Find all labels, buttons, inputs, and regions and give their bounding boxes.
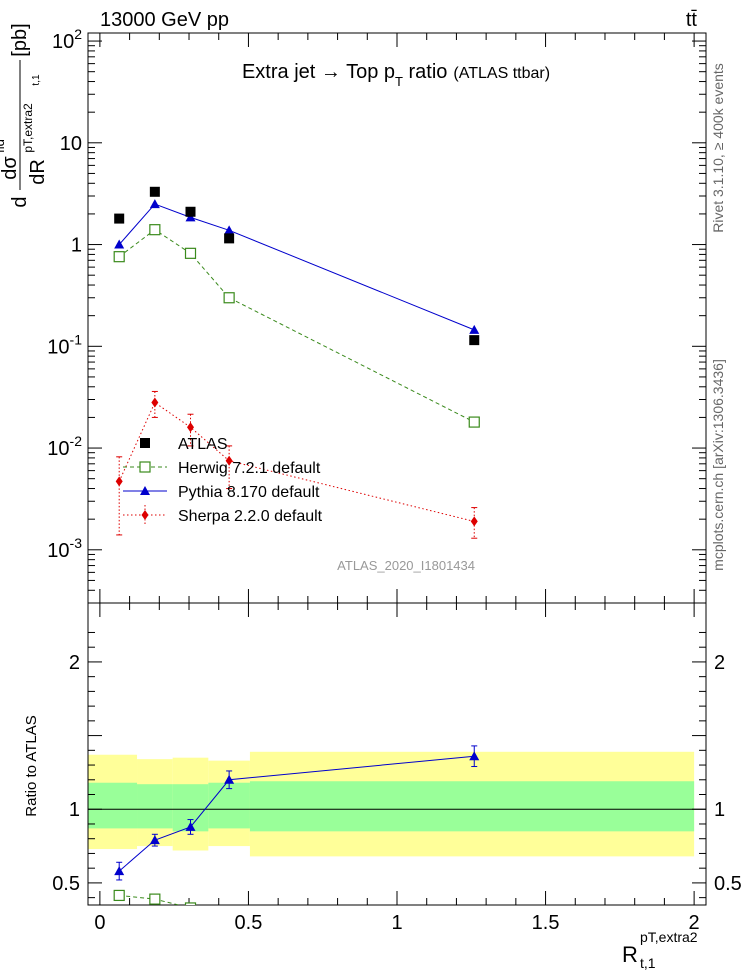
svg-text:dR: dR — [27, 159, 49, 185]
pythia-line — [118, 203, 475, 331]
ratio-xtick-label: 0.5 — [235, 912, 263, 934]
svg-text:dσ: dσ — [0, 156, 21, 180]
analysis-id: ATLAS_2020_I1801434 — [337, 558, 475, 573]
sherpa-point — [115, 476, 123, 487]
sherpa-legend-marker — [141, 510, 149, 520]
herwig-legend-marker — [139, 461, 151, 473]
sherpa-point — [470, 516, 478, 527]
atlas-point — [469, 335, 480, 346]
herwig-point — [149, 224, 161, 236]
main-ylabel: d dσ fid dR pT,extra2 t,1 [pb] — [0, 23, 49, 207]
ratio-xtick-label: 1.5 — [532, 912, 560, 934]
pythia-point — [185, 212, 196, 222]
herwig-point — [468, 416, 480, 428]
main-ytick-label: 10 — [60, 133, 82, 155]
atlas-point — [224, 233, 235, 244]
ratio-ytick-label-right: 1 — [714, 799, 725, 821]
herwig-point — [113, 251, 125, 263]
pythia-point — [149, 199, 160, 209]
ratio-ytick-label-right: 2 — [714, 652, 725, 674]
herwig-line — [118, 229, 475, 423]
pythia-point — [469, 324, 480, 334]
process-label: tt̄ — [686, 9, 698, 31]
pythia-legend-label: Pythia 8.170 default — [178, 484, 320, 501]
main-ytick-label: 10-2 — [47, 433, 82, 460]
svg-text:fid: fid — [0, 139, 7, 153]
ratio-ytick-label: 1 — [69, 799, 80, 821]
main-ytick-label: 10-1 — [47, 331, 82, 358]
main-ytick-label: 1 — [71, 235, 82, 257]
sherpa-line — [118, 401, 475, 522]
svg-text:Extra jet → Top pT ratio(ATLAS: Extra jet → Top pT ratio (ATLAS ttbar) — [242, 61, 550, 89]
herwig-ratio-point — [113, 889, 125, 902]
atlas-point — [114, 213, 125, 224]
svg-text:pT,extra2: pT,extra2 — [21, 103, 35, 153]
pythia-point — [224, 225, 235, 235]
herwig-ratio-point — [149, 893, 161, 905]
ratio-xtick-label: 1 — [391, 912, 402, 934]
herwig-point — [184, 247, 197, 259]
inner-band-4 — [249, 781, 695, 832]
atlas-legend-marker — [140, 438, 150, 448]
atlas-point — [149, 186, 160, 197]
pythia-ratio-point — [185, 821, 196, 831]
pythia-ratio-point — [224, 774, 235, 784]
ratio-xlabel: R pT,extra2 t,1 — [622, 929, 698, 971]
main-ytick-label: 102 — [52, 26, 82, 53]
inner-band-3 — [208, 782, 250, 829]
atlas-point — [185, 206, 196, 217]
mcplots-label: mcplots.cern.ch [arXiv:1306.3436] — [710, 359, 726, 571]
rivet-label: Rivet 3.1.10, ≥ 400k events — [710, 63, 726, 233]
pythia-ratio-point — [114, 866, 125, 876]
legend: ATLAS Herwig 7.2.1 default Pythia 8.170 de… — [123, 436, 323, 525]
ratio-ytick-label: 0.5 — [52, 873, 80, 895]
ratio-axes: 0 0.5 1 1.5 2 0.5 0.5 1 1 2 2 — [52, 602, 742, 934]
ratio-ylabel: Ratio to ATLAS — [23, 715, 40, 816]
sherpa-point — [225, 455, 233, 466]
sherpa-point — [151, 397, 159, 408]
svg-text:[pb]: [pb] — [9, 23, 31, 56]
main-title: Extra jet → Top pT ratio (ATLAS ttbar) — [242, 61, 550, 89]
svg-text:t,1: t,1 — [640, 955, 656, 971]
ratio-bands — [88, 751, 695, 857]
ratio-series-clipped — [113, 745, 480, 905]
inner-band-1 — [137, 784, 173, 829]
herwig-point — [223, 292, 235, 304]
pythia-legend-marker — [140, 486, 150, 495]
ratio-series — [113, 745, 480, 905]
sherpa-point — [187, 422, 195, 433]
svg-text:pT,extra2: pT,extra2 — [640, 929, 698, 945]
svg-text:t,1: t,1 — [31, 74, 42, 86]
energy-label: 13000 GeV pp — [100, 9, 229, 31]
pythia-ratio-point — [469, 751, 480, 761]
main-series — [113, 186, 480, 539]
svg-text:d: d — [9, 196, 31, 207]
atlas-legend-label: ATLAS — [178, 436, 228, 453]
ratio-ytick-label: 2 — [69, 652, 80, 674]
svg-text:R: R — [622, 942, 638, 967]
pythia-ratio-point — [149, 835, 160, 845]
pythia-point — [114, 239, 125, 249]
herwig-ratio-point — [184, 902, 197, 905]
ratio-ytick-label-right: 0.5 — [714, 873, 742, 895]
inner-band-0 — [88, 782, 138, 829]
main-ytick-label: 10-3 — [47, 535, 82, 562]
ratio-xtick-label: 0 — [94, 912, 105, 934]
sherpa-legend-label: Sherpa 2.2.0 default — [178, 508, 323, 525]
ratio-xtick-label: 2 — [689, 912, 700, 934]
herwig-legend-label: Herwig 7.2.1 default — [178, 460, 321, 477]
